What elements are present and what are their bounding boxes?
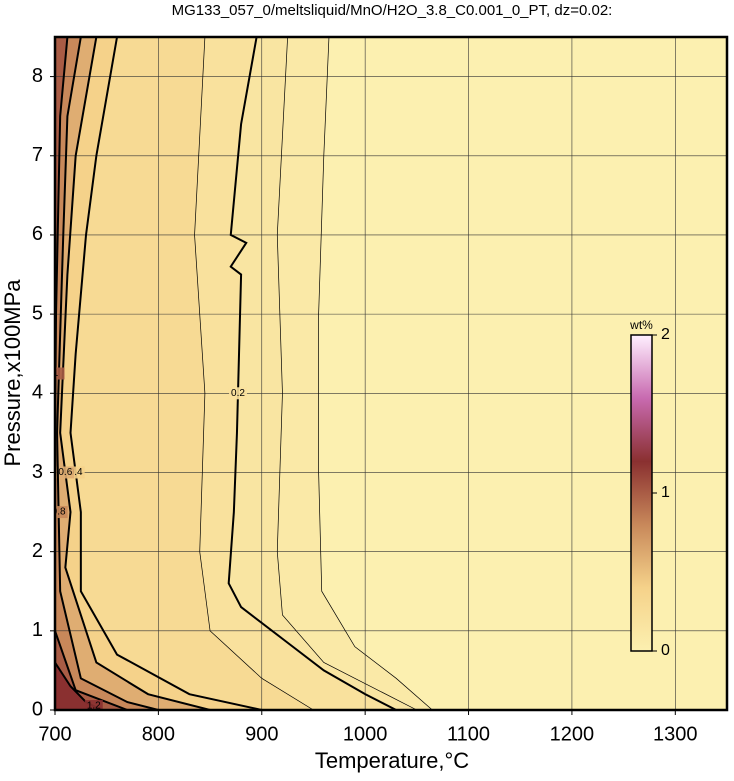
contour-line	[276, 37, 418, 710]
colorbar-tick-label: 2	[661, 326, 670, 343]
contour-fill	[55, 37, 314, 710]
contour-label: 0.2	[231, 388, 245, 399]
contour-label: 0.8	[52, 507, 66, 518]
contour-label-bg	[55, 506, 68, 519]
contour-label: 0.4	[69, 467, 83, 478]
colorbar	[630, 334, 653, 652]
y-tick-label: 2	[32, 540, 43, 562]
plot-area: 0.2 0.40.6 0.8 1 1.2	[52, 37, 727, 712]
contour-line	[59, 37, 211, 710]
y-tick-label: 3	[32, 461, 43, 483]
y-tick-label: 1	[32, 619, 43, 641]
x-tick-label: 1000	[343, 723, 388, 745]
y-tick-label: 6	[32, 223, 43, 245]
contour-line	[194, 37, 314, 710]
x-tick-label: 800	[142, 723, 175, 745]
y-tick-label: 0	[32, 698, 43, 720]
contour-label-bg	[56, 466, 75, 479]
colorbar-tick-label: 1	[661, 484, 670, 501]
x-axis-label: Temperature,°C	[315, 748, 469, 773]
contour-label: 1.2	[87, 701, 101, 712]
x-tick-label: 1100	[447, 723, 490, 745]
y-tick-label: 8	[32, 65, 43, 87]
plot-frame	[53, 35, 729, 712]
x-tick-label: 1300	[653, 723, 698, 745]
y-tick-label: 4	[32, 382, 43, 404]
contour-label: 0.6	[58, 467, 72, 478]
contour-label: 1	[53, 368, 59, 379]
x-tick-label: 700	[38, 723, 71, 745]
contour-line	[318, 37, 433, 710]
contour-label-bg	[84, 700, 103, 710]
colorbar-tick-label: 0	[661, 642, 670, 659]
contour-line	[227, 37, 397, 710]
x-tick-label: 1200	[550, 723, 595, 745]
y-tick-label: 7	[32, 144, 43, 166]
colorbar-label: wt%	[629, 318, 653, 332]
chart-title: MG133_057_0/meltsliquid/MnO/H2O_3.8_C0.0…	[172, 2, 613, 19]
x-tick-label: 900	[245, 723, 278, 745]
contour-fill	[55, 37, 159, 710]
y-axis-label: Pressure,x100MPa	[0, 279, 25, 467]
contour-label-bg	[228, 387, 247, 400]
contour-label-bg	[55, 367, 65, 380]
y-tick-label: 5	[32, 302, 43, 324]
